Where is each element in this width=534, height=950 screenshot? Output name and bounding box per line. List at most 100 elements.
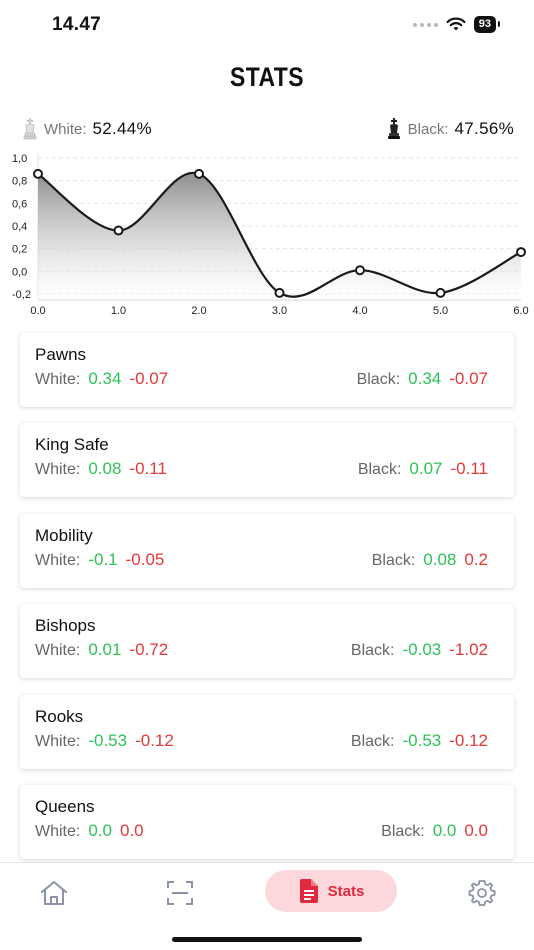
card-title: King Safe bbox=[35, 435, 109, 455]
white-stats: White: 0.0 0.0 bbox=[35, 821, 144, 841]
status-indicators: 93 bbox=[412, 16, 501, 33]
black-negative-value: 0.2 bbox=[464, 549, 488, 569]
white-negative-value: -0.11 bbox=[129, 459, 167, 479]
card-title: Bishops bbox=[35, 616, 96, 636]
chart-area-fill bbox=[38, 172, 521, 300]
black-stats: Black: 0.34 -0.07 bbox=[357, 369, 488, 389]
white-negative-value: -0.05 bbox=[125, 549, 165, 569]
chart-data-point bbox=[435, 287, 446, 298]
black-label: Black: bbox=[407, 120, 449, 138]
nav-scan-tab[interactable] bbox=[160, 873, 200, 913]
white-stats: White: -0.1 -0.05 bbox=[35, 550, 164, 570]
battery-icon: 93 bbox=[473, 16, 501, 33]
chart-data-point bbox=[516, 247, 526, 258]
white-positive-value: 0.34 bbox=[88, 369, 122, 388]
white-negative-value: -0.72 bbox=[129, 640, 169, 660]
y-tick-label: 0,2 bbox=[12, 244, 27, 256]
white-positive-value: 0.0 bbox=[88, 820, 112, 840]
black-negative-value: 0.0 bbox=[464, 820, 488, 840]
stat-card-bishops[interactable]: Bishops White: 0.01 -0.72 Black: -0.03 -… bbox=[20, 604, 514, 679]
white-positive-value: -0.53 bbox=[88, 730, 128, 750]
chart-data-point bbox=[194, 168, 204, 179]
black-percentage: Black: 47.56% bbox=[386, 118, 514, 140]
status-bar: 14.47 93 bbox=[0, 0, 534, 50]
gear-icon bbox=[468, 880, 496, 906]
status-time: 14.47 bbox=[52, 14, 102, 35]
home-icon bbox=[41, 881, 67, 905]
black-king-icon bbox=[387, 118, 400, 139]
y-tick-label: 0,4 bbox=[12, 221, 27, 233]
x-tick-label: 4.0 bbox=[352, 305, 367, 317]
black-percent-value: 47.56% bbox=[454, 119, 514, 138]
black-label: Black: bbox=[350, 732, 395, 750]
stat-card-mobility[interactable]: Mobility White: -0.1 -0.05 Black: 0.08 0… bbox=[20, 513, 514, 588]
black-positive-value: 0.0 bbox=[432, 820, 457, 840]
white-percent-value: 52.44% bbox=[92, 119, 152, 138]
x-tick-label: 6.0 bbox=[513, 305, 528, 317]
black-label: Black: bbox=[350, 642, 395, 660]
white-negative-value: -0.12 bbox=[135, 730, 174, 750]
white-king-icon bbox=[23, 118, 37, 140]
chart-data-point bbox=[355, 265, 365, 276]
black-positive-value: 0.34 bbox=[408, 369, 442, 388]
stat-card-king-safe[interactable]: King Safe White: 0.08 -0.11 Black: 0.07 … bbox=[20, 423, 514, 498]
black-stats: Black: 0.0 0.0 bbox=[381, 821, 488, 841]
white-negative-value: 0.0 bbox=[119, 820, 144, 840]
stats-card-list: Pawns White: 0.34 -0.07 Black: 0.34 -0.0… bbox=[20, 333, 514, 875]
page-title: STATS bbox=[230, 62, 304, 92]
black-label: Black: bbox=[371, 551, 416, 569]
white-positive-value: -0.1 bbox=[88, 549, 118, 569]
win-percentage-row: White: 52.44% Black: 47.56% bbox=[22, 118, 514, 144]
white-label: White: bbox=[35, 732, 81, 750]
black-negative-value: -0.11 bbox=[450, 459, 489, 479]
stat-card-queens[interactable]: Queens White: 0.0 0.0 Black: 0.0 0.0 bbox=[20, 784, 514, 859]
evaluation-chart: 1,0 0,8 0,6 0,4 0,2 0,0 -0,2 0.0 1.0 2.0 3.0 4.0 5.0… bbox=[0, 148, 534, 320]
nav-settings-tab[interactable] bbox=[462, 873, 502, 913]
white-stats: White: 0.34 -0.07 bbox=[35, 369, 168, 389]
nav-stats-tab[interactable]: Stats bbox=[265, 870, 397, 912]
x-tick-label: 1.0 bbox=[111, 305, 126, 317]
black-positive-value: 0.07 bbox=[409, 459, 443, 479]
x-tick-label: 2.0 bbox=[191, 305, 206, 317]
home-indicator bbox=[172, 937, 362, 942]
black-stats: Black: 0.07 -0.11 bbox=[358, 459, 488, 479]
white-label: White: bbox=[44, 120, 87, 138]
white-stats: White: -0.53 -0.12 bbox=[35, 731, 174, 751]
stat-card-rooks[interactable]: Rooks White: -0.53 -0.12 Black: -0.53 -0… bbox=[20, 694, 514, 769]
y-tick-label: -0,2 bbox=[12, 289, 31, 301]
black-positive-value: 0.08 bbox=[423, 549, 457, 569]
white-label: White: bbox=[35, 642, 81, 660]
y-tick-label: 0,6 bbox=[12, 198, 27, 210]
white-stats: White: 0.01 -0.72 bbox=[35, 640, 168, 660]
black-label: Black: bbox=[357, 461, 402, 479]
card-title: Queens bbox=[35, 796, 95, 816]
wifi-icon bbox=[446, 17, 466, 31]
chart-data-point bbox=[274, 287, 285, 298]
black-negative-value: -0.07 bbox=[449, 369, 488, 388]
white-positive-value: 0.08 bbox=[88, 459, 122, 479]
y-tick-label: 1,0 bbox=[12, 153, 27, 165]
card-title: Rooks bbox=[35, 706, 84, 726]
black-label: Black: bbox=[356, 371, 401, 388]
chart-data-point bbox=[33, 168, 43, 179]
black-stats: Black: 0.08 0.2 bbox=[372, 550, 488, 570]
white-label: White: bbox=[35, 822, 81, 840]
black-stats: Black: -0.03 -1.02 bbox=[351, 640, 488, 660]
black-negative-value: -1.02 bbox=[449, 640, 488, 660]
chart-svg: 1,0 0,8 0,6 0,4 0,2 0,0 -0,2 0.0 1.0 2.0 3.0 4.0 5.0… bbox=[12, 153, 529, 317]
card-title: Mobility bbox=[35, 525, 93, 545]
black-positive-value: -0.53 bbox=[402, 730, 442, 750]
y-tick-label: 0,8 bbox=[12, 176, 27, 188]
black-positive-value: -0.03 bbox=[402, 640, 442, 660]
black-stats: Black: -0.53 -0.12 bbox=[351, 731, 488, 751]
white-label: White: bbox=[35, 461, 81, 479]
bottom-nav-bar: Stats bbox=[0, 862, 534, 950]
nav-home-tab[interactable] bbox=[34, 873, 74, 913]
stat-card-pawns[interactable]: Pawns White: 0.34 -0.07 Black: 0.34 -0.0… bbox=[20, 333, 514, 407]
black-negative-value: -0.12 bbox=[449, 730, 488, 750]
chart-data-point bbox=[113, 225, 124, 236]
x-tick-label: 3.0 bbox=[272, 305, 287, 317]
card-title: Pawns bbox=[35, 345, 87, 364]
nav-stats-label: Stats bbox=[327, 882, 365, 900]
white-label: White: bbox=[35, 371, 81, 388]
